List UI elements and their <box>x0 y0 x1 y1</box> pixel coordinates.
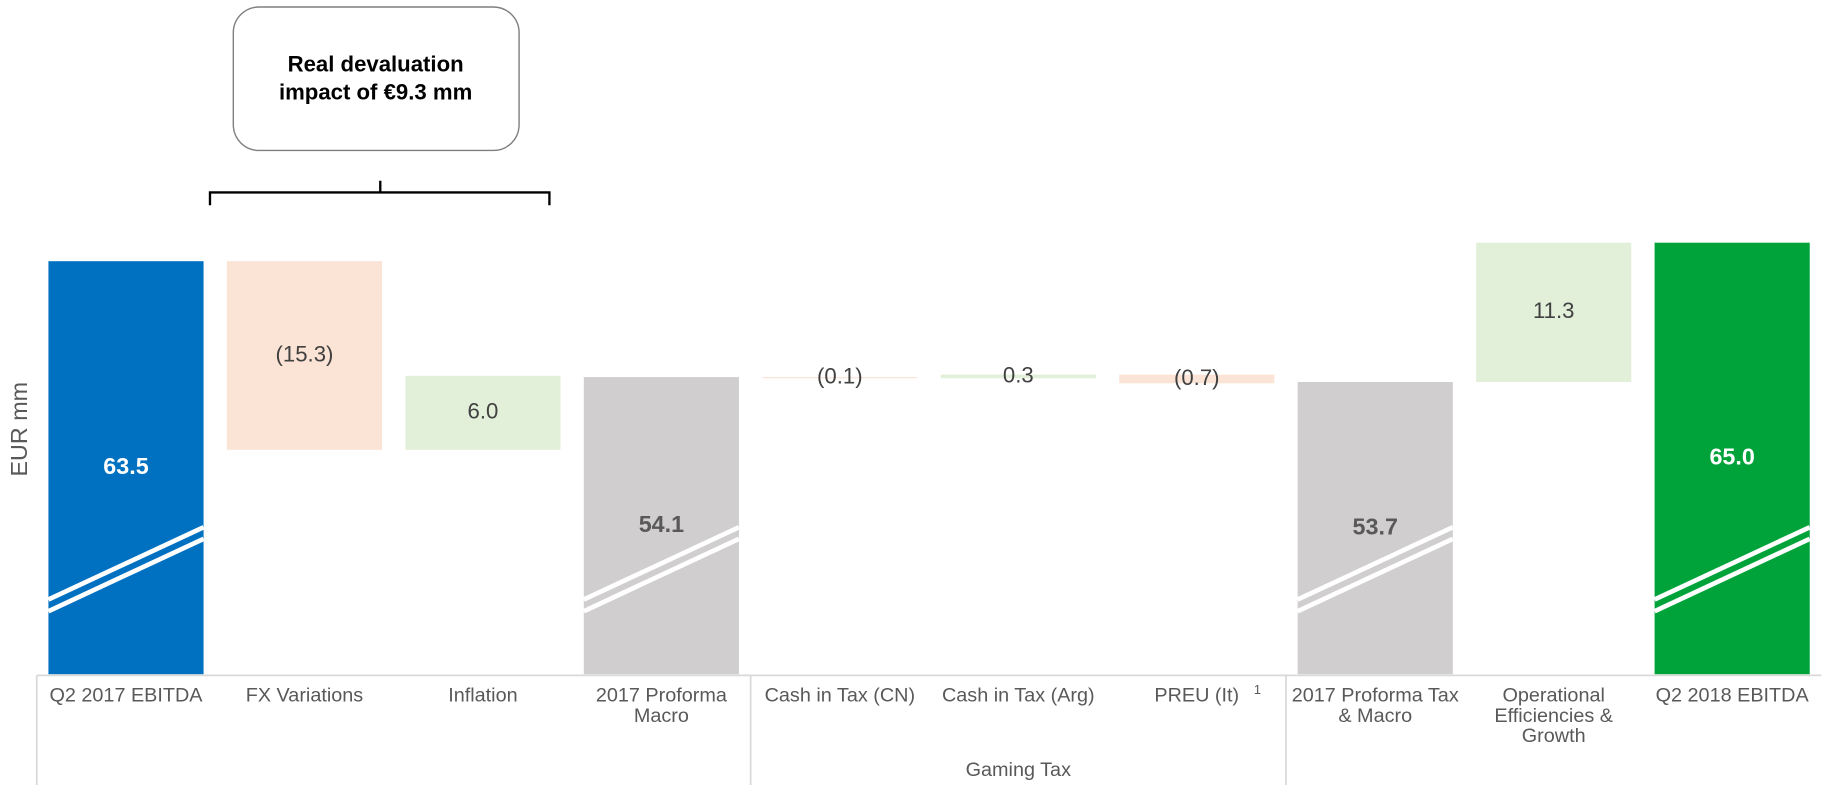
axis-break <box>582 536 740 614</box>
value-label: (0.7) <box>1174 365 1220 390</box>
annotation: Real devaluation impact of €9.3 mm <box>279 51 472 104</box>
value-label: 11.3 <box>1533 298 1574 323</box>
x-tick-label: Cash in Tax (CN) <box>765 685 915 707</box>
axis-break <box>1653 536 1811 614</box>
x-tick-label: Inflation <box>448 685 517 707</box>
bar <box>583 377 739 675</box>
x-tick-label: PREU (It) <box>1154 685 1239 707</box>
axis-break <box>582 525 740 602</box>
x-tick-label: 2017 Proforma Macro <box>596 685 728 727</box>
bar <box>1476 242 1632 383</box>
bar <box>48 261 204 675</box>
value-label: 53.7 <box>1353 513 1398 539</box>
group-label: Gaming Tax <box>966 759 1071 781</box>
bracket <box>208 180 551 206</box>
axis-break <box>1296 536 1454 614</box>
x-tick-label: 2017 Proforma Tax & Macro <box>1292 685 1459 727</box>
value-label: 54.1 <box>639 511 684 537</box>
axis-break <box>47 536 205 614</box>
value-label: 65.0 <box>1709 444 1754 470</box>
value-label: (15.3) <box>276 341 334 366</box>
axis-break <box>47 525 205 602</box>
bar <box>1119 374 1275 384</box>
value-label: (0.1) <box>817 364 863 389</box>
x-tick-label: Operational Efficiencies & Growth <box>1494 685 1613 748</box>
bar <box>1297 382 1453 675</box>
x-tick-label: Q2 2017 EBITDA <box>49 685 203 707</box>
bar <box>940 374 1096 379</box>
axis-break <box>1296 525 1454 602</box>
bar <box>405 375 561 450</box>
x-tick-label: Q2 2018 EBITDA <box>1656 685 1810 707</box>
bar <box>762 377 918 379</box>
value-label: 6.0 <box>468 399 499 424</box>
bar <box>1654 242 1810 675</box>
value-label: 63.5 <box>103 453 148 479</box>
y-axis-label: EUR mm <box>6 382 32 477</box>
axis-break <box>1653 525 1811 602</box>
footnote-marker: 1 <box>1254 682 1261 697</box>
annotation-box <box>232 6 520 152</box>
value-label: 0.3 <box>1003 362 1034 387</box>
bar <box>226 261 383 450</box>
x-tick-label: Cash in Tax (Arg) <box>942 685 1095 707</box>
x-tick-label: FX Variations <box>246 685 364 707</box>
